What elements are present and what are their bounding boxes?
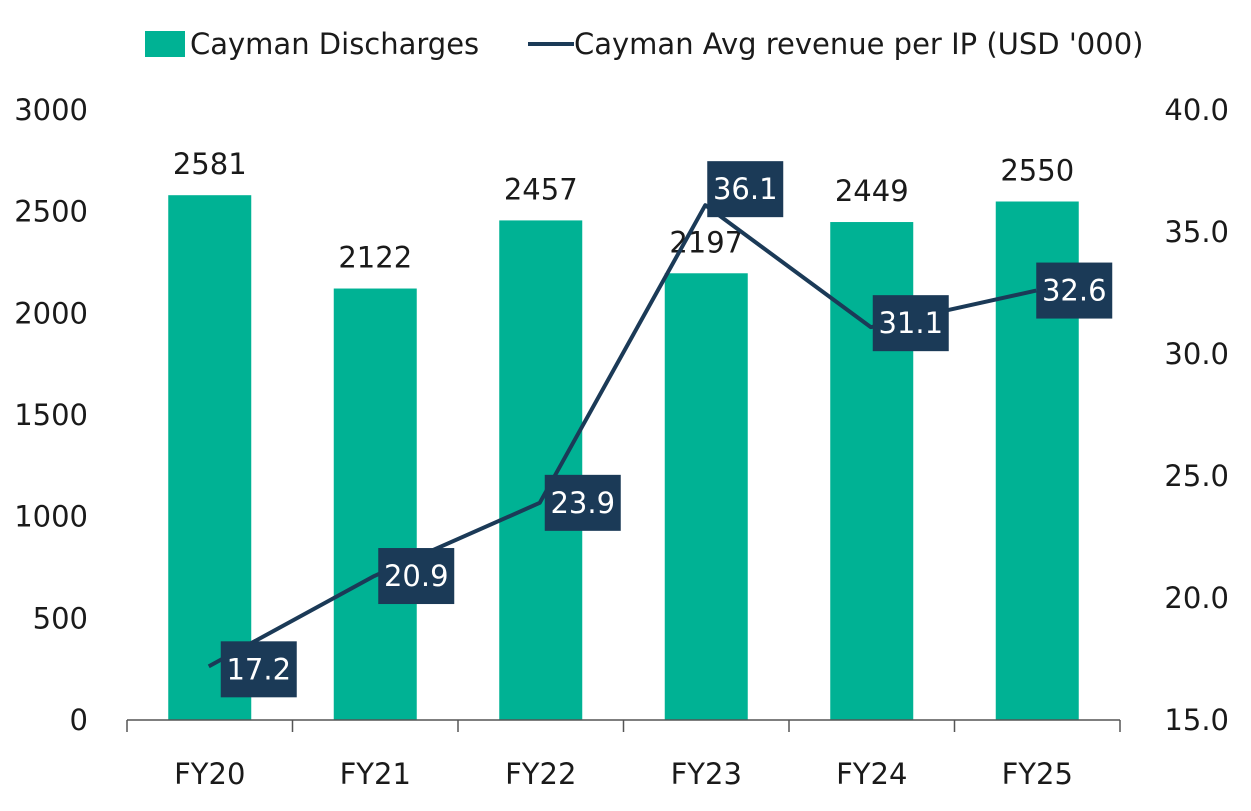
right-axis-ticks: 15.0 20.0 25.0 30.0 35.0 40.0 — [1164, 93, 1229, 737]
bar-data-label: 2449 — [835, 174, 909, 208]
bar-data-label: 2581 — [173, 147, 247, 181]
line-data-label-box — [220, 641, 297, 698]
line-data-label-text: 20.9 — [384, 559, 449, 593]
line-data-label-box — [1036, 262, 1113, 319]
left-axis-tick-label: 2000 — [14, 296, 88, 330]
line-data-label-box — [378, 548, 455, 605]
line-data-label: 20.9 — [378, 548, 455, 605]
line-data-label-text: 31.1 — [878, 306, 943, 340]
bar-data-label: 2457 — [504, 172, 578, 206]
right-axis-tick-label: 40.0 — [1164, 93, 1229, 127]
bar-data-label: 2122 — [338, 241, 412, 275]
right-axis-tick-label: 15.0 — [1164, 703, 1229, 737]
left-axis-tick-label: 2500 — [14, 195, 88, 229]
line-data-label-box — [872, 295, 949, 352]
left-axis-ticks: 0 500 1000 1500 2000 2500 3000 — [14, 93, 88, 737]
bar-fy22 — [499, 220, 583, 720]
line-data-label-text: 23.9 — [550, 486, 615, 520]
x-axis: FY20 FY21 FY22 FY23 FY24 FY25 — [126, 719, 1121, 791]
line-data-labels: 17.2 20.9 23.9 36.1 31.1 32.6 — [220, 161, 1113, 698]
line-data-label: 17.2 — [220, 641, 297, 698]
right-axis-tick-label: 35.0 — [1164, 215, 1229, 249]
right-axis-tick-label: 20.0 — [1164, 581, 1229, 615]
x-axis-tick-label: FY20 — [174, 757, 245, 791]
line-data-label-text: 36.1 — [713, 172, 778, 206]
bar-fy21 — [333, 288, 417, 720]
left-axis-tick-label: 500 — [33, 601, 88, 635]
x-axis-tick-label: FY23 — [671, 757, 742, 791]
bar-fy23 — [664, 273, 748, 720]
bar-data-label: 2550 — [1000, 154, 1074, 188]
bar-series — [168, 195, 1079, 721]
line-data-label-text: 32.6 — [1042, 274, 1107, 308]
legend-swatch-discharges — [145, 31, 185, 57]
bar-data-label: 2197 — [669, 225, 743, 259]
legend-label-discharges: Cayman Discharges — [190, 27, 479, 61]
x-axis-tick-label: FY24 — [836, 757, 907, 791]
right-axis-tick-label: 25.0 — [1164, 459, 1229, 493]
line-data-label: 23.9 — [544, 474, 621, 531]
line-data-label-box — [707, 161, 784, 218]
line-data-label-text: 17.2 — [226, 652, 291, 686]
line-data-label: 31.1 — [872, 295, 949, 352]
left-axis-tick-label: 1500 — [14, 398, 88, 432]
x-axis-tick-label: FY25 — [1002, 757, 1073, 791]
line-data-label: 36.1 — [707, 161, 784, 218]
left-axis-tick-label: 1000 — [14, 500, 88, 534]
legend: Cayman Discharges Cayman Avg revenue per… — [145, 27, 1143, 61]
line-data-label-box — [544, 474, 621, 531]
legend-label-revenue: Cayman Avg revenue per IP (USD '000) — [574, 27, 1143, 61]
x-axis-tick-label: FY21 — [340, 757, 411, 791]
line-data-label: 32.6 — [1036, 262, 1113, 319]
bar-data-labels: 2581 2122 2457 2197 2449 2550 — [173, 147, 1074, 274]
left-axis-tick-label: 0 — [70, 703, 88, 737]
x-axis-tick-label: FY22 — [505, 757, 576, 791]
left-axis-tick-label: 3000 — [14, 93, 88, 127]
right-axis-tick-label: 30.0 — [1164, 337, 1229, 371]
bar-fy20 — [168, 195, 252, 721]
